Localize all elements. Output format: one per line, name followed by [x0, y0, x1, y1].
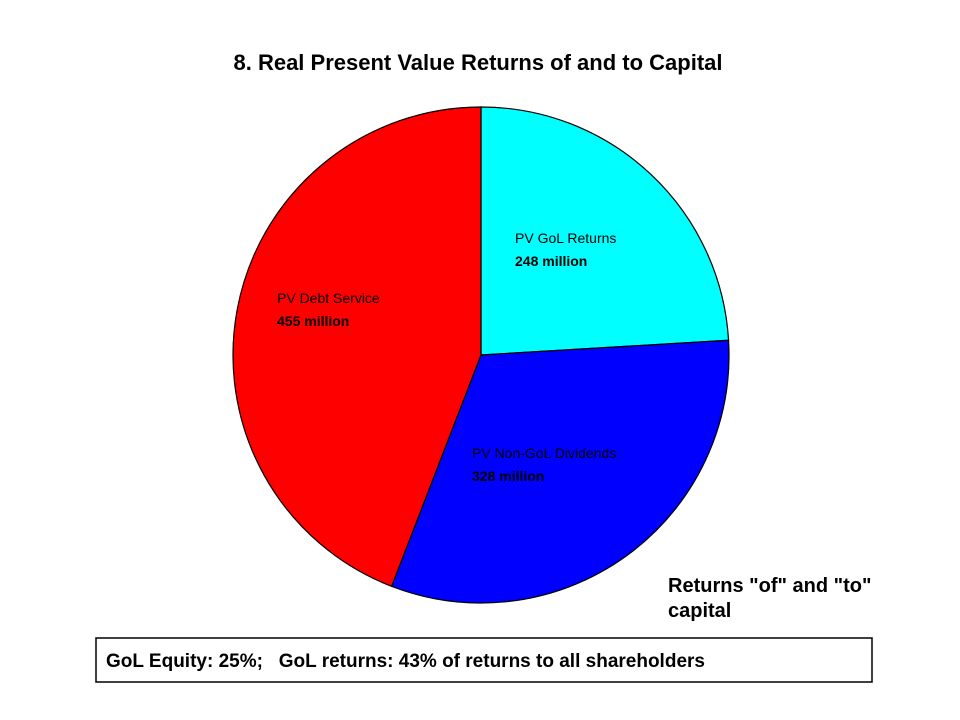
slice-label: PV Non-GoL Dividends: [472, 445, 616, 461]
pie-slice: [390, 339, 730, 604]
annotation: capital: [668, 600, 731, 622]
slice-value-label: 455 million: [277, 313, 349, 329]
annotation: Returns "of" and "to": [668, 575, 871, 597]
slice-label: PV GoL Returns: [515, 230, 616, 246]
note-box: [95, 637, 873, 683]
slice-label: PV Debt Service: [277, 290, 380, 306]
slice-value-label: 248 million: [515, 253, 587, 269]
pie-slice: [480, 106, 730, 356]
pie: [232, 106, 730, 604]
pie-slice: [232, 106, 482, 588]
note: GoL Equity: 25%; GoL returns: 43% of ret…: [106, 651, 705, 672]
chart-title: 8. Real Present Value Returns of and to …: [233, 50, 722, 75]
slice-value-label: 328 million: [472, 468, 544, 484]
